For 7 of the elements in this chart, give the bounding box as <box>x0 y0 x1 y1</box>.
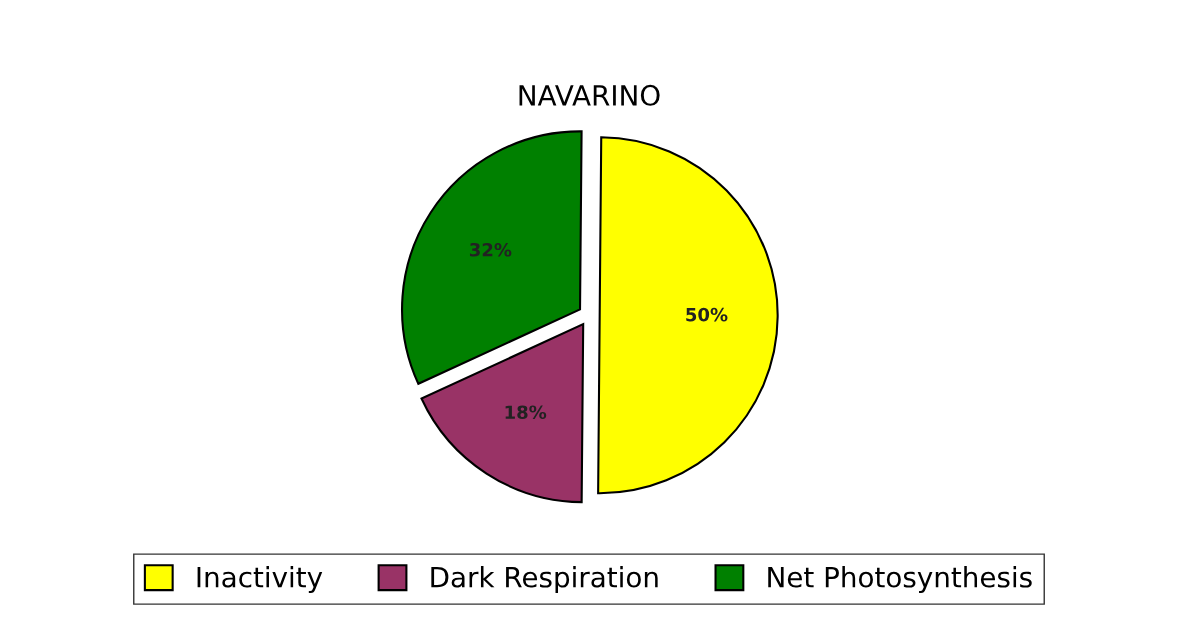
legend-label: Inactivity <box>197 566 323 593</box>
legend-label: Net Photosynthesis <box>768 566 1032 593</box>
chart-title: NAVARINO <box>519 84 660 106</box>
data-label: 18% <box>505 405 547 420</box>
data-label: 32% <box>469 242 512 257</box>
legend-label: Dark Respiration <box>431 566 658 593</box>
data-label: 50% <box>686 307 728 322</box>
